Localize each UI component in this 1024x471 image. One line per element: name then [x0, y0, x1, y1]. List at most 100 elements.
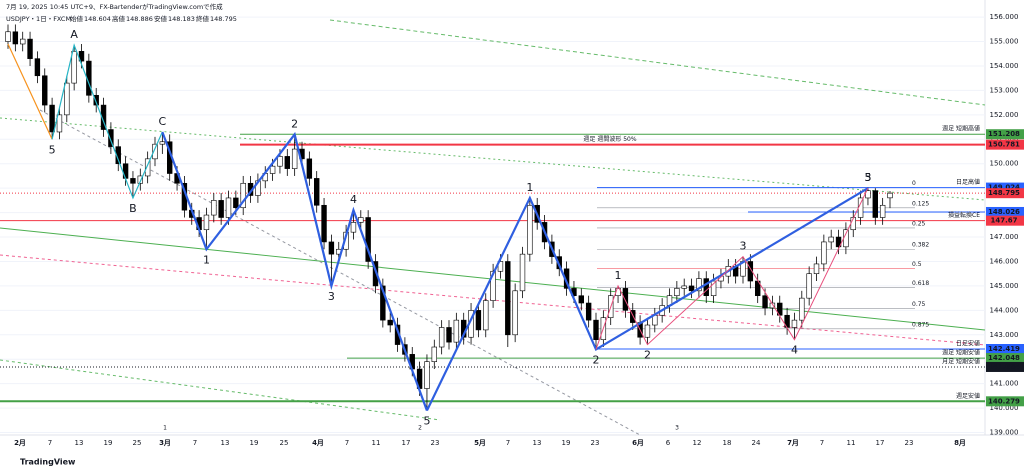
candle-body: [799, 297, 805, 321]
x-tick-label: 19: [104, 439, 113, 447]
wave-label: 1: [203, 253, 210, 266]
x-tick-label: 11: [372, 439, 381, 447]
wave-label: 1: [615, 269, 622, 282]
wave-line: [425, 187, 869, 412]
candle-body: [806, 273, 812, 299]
candle-body: [380, 285, 386, 321]
candle-body: [769, 302, 776, 309]
candle-body: [27, 38, 33, 59]
level-label: 日足安値: [956, 340, 980, 348]
ohlc-label: 終値: [196, 14, 210, 23]
fib-label: 0.25: [912, 220, 926, 227]
y-tick-label: 154.000: [990, 62, 1019, 70]
x-tick-label: 7月: [787, 439, 799, 447]
candle-body: [203, 214, 210, 231]
y-tick-label: 144.000: [990, 306, 1019, 314]
price-badge: [986, 361, 1024, 372]
candle-body: [505, 261, 511, 336]
y-tick-label: 139.000: [990, 429, 1019, 437]
x-tick-label: 23: [431, 439, 440, 447]
y-tick-label: 151.000: [990, 135, 1019, 143]
price-badge: [986, 188, 1024, 199]
candle-body: [585, 302, 592, 321]
wave-line: [7, 43, 53, 140]
candle-body: [71, 51, 77, 84]
ohlc-value: 148.795: [210, 15, 237, 23]
brand: TradingView: [20, 458, 76, 467]
price-badge-label: 149.024: [988, 184, 1020, 192]
x-tick-label: 23: [905, 439, 914, 447]
candle-body: [269, 165, 276, 174]
fib-label: 0.875: [912, 321, 929, 328]
candle-body: [93, 95, 99, 106]
candle-body: [328, 241, 335, 255]
candle-body: [218, 200, 224, 218]
wave-label: 3: [864, 171, 871, 184]
candle-body: [5, 31, 11, 42]
x-tick-label: 5月: [474, 439, 486, 447]
x-tick-label: 18: [723, 439, 732, 447]
price-badge: [986, 353, 1024, 364]
wave-line: [595, 187, 869, 350]
candle-body: [821, 241, 827, 265]
candle-body: [12, 31, 19, 45]
candle-body: [747, 261, 754, 282]
x-tick-label: 6: [666, 439, 671, 447]
price-badge: [986, 139, 1024, 150]
candle-body: [527, 204, 533, 255]
candle-body: [424, 361, 430, 389]
wave-label: 2: [291, 117, 298, 130]
candle-body: [519, 253, 526, 292]
x-tick-label: 4月: [312, 439, 324, 447]
candle-body: [49, 104, 55, 133]
x-tick-label: 17: [876, 439, 885, 447]
x-tick-label: 7: [193, 439, 197, 447]
candle-body: [835, 236, 842, 248]
candle-body: [438, 327, 445, 348]
candle-body: [813, 263, 820, 275]
candle-body: [872, 190, 879, 218]
y-tick-label: 140.000: [990, 404, 1019, 412]
wave-label: 5: [49, 143, 56, 156]
fib-label: 0.618: [912, 280, 929, 287]
wave-label: 4: [350, 193, 357, 206]
candle-body: [512, 290, 518, 336]
candle-body: [152, 143, 158, 160]
candle-body: [159, 141, 166, 145]
candle-body: [446, 327, 452, 343]
candle-body: [622, 288, 629, 311]
ohlc-label: 安値: [154, 14, 168, 23]
ohlc-label: 高値: [112, 14, 126, 23]
price-badge-label: 141.684: [988, 363, 1020, 371]
candle-body: [630, 310, 636, 323]
candle-body: [284, 156, 290, 169]
candle-body: [688, 285, 695, 292]
fib-label: 0.75: [912, 301, 926, 308]
level-label: 月足 短期安値: [942, 357, 980, 365]
price-badge-label: 147.67: [990, 217, 1017, 225]
candle-body: [593, 319, 599, 340]
ohlc-value: 148.183: [168, 15, 195, 23]
y-tick-label: 156.000: [990, 13, 1019, 21]
bottom-mark: 2: [418, 425, 422, 432]
fib-label: 0: [912, 180, 916, 187]
price-badge-label: 151.208: [988, 130, 1020, 138]
price-badge: [986, 396, 1024, 407]
candle-body: [321, 204, 327, 243]
x-tick-label: 7: [48, 439, 52, 447]
wave-label: C: [159, 115, 167, 128]
candle-body: [865, 190, 871, 199]
candle-body: [233, 197, 239, 209]
candle-body: [431, 346, 437, 362]
x-tick-label: 17: [402, 439, 411, 447]
x-tick-label: 25: [133, 439, 142, 447]
wave-label: 5: [864, 171, 871, 184]
candle-body: [108, 129, 114, 147]
x-tick-label: 23: [591, 439, 600, 447]
candle-body: [306, 158, 313, 179]
candle-body: [358, 217, 364, 223]
candle-body: [828, 236, 834, 243]
price-badge: [986, 206, 1024, 217]
candle-body: [578, 295, 585, 304]
